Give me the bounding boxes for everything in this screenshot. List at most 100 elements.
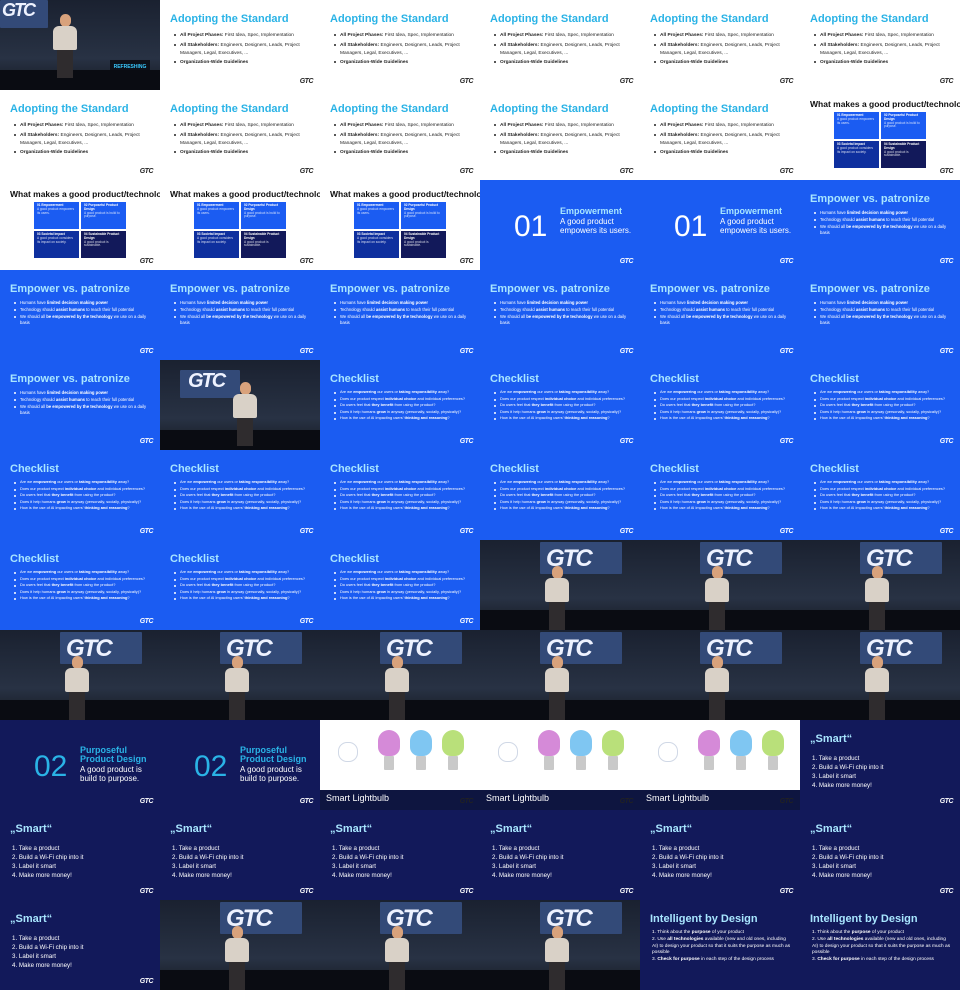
slide-title: Empower vs. patronize [490, 283, 610, 295]
slide-empowerment-section[interactable]: 01 Empowerment A good product empowers i… [480, 180, 640, 270]
slide-smart[interactable]: „Smart“ 1. Take a product 2. Build a Wi-… [160, 810, 320, 900]
bullet-item: Are we empowering our users or taking re… [654, 479, 792, 485]
gtc-logo: GTC [779, 168, 794, 175]
video-frame-speaker[interactable]: GTC [800, 540, 960, 630]
slide-adopting-standard[interactable]: Adopting the Standard All Project Phases… [640, 0, 800, 90]
slide-checklist[interactable]: Checklist Are we empowering our users or… [320, 540, 480, 630]
slide-good-product[interactable]: What makes a good product/technology? 01… [0, 180, 160, 270]
bullet-item: Are we empowering our users or taking re… [14, 479, 152, 485]
slide-title: Adopting the Standard [330, 103, 449, 115]
slide-checklist[interactable]: Checklist Are we empowering our users or… [0, 540, 160, 630]
section-description: A good product is build to purpose. [240, 765, 302, 783]
slide-adopting-standard[interactable]: Adopting the Standard All Project Phases… [640, 90, 800, 180]
slide-checklist[interactable]: Checklist Are we empowering our users or… [480, 450, 640, 540]
bullet-item: Are we empowering our users or taking re… [174, 479, 312, 485]
slide-checklist[interactable]: Checklist Are we empowering our users or… [0, 450, 160, 540]
bullet-item: How is the use of AI impacting users' th… [814, 505, 952, 511]
slide-adopting-standard[interactable]: Adopting the Standard All Project Phases… [800, 0, 960, 90]
video-frame-speaker[interactable]: GTC [640, 630, 800, 720]
slide-good-product[interactable]: What makes a good product/technology? 01… [320, 180, 480, 270]
slide-title: What makes a good product/technology? [330, 189, 480, 199]
slide-adopting-standard[interactable]: Adopting the Standard All Project Phases… [160, 0, 320, 90]
video-frame-speaker[interactable]: GTC [320, 630, 480, 720]
video-frame-speaker[interactable]: GTC REFRESHING [0, 0, 160, 90]
slide-checklist[interactable]: Checklist Are we empowering our users or… [480, 360, 640, 450]
slide-empower-vs-patronize[interactable]: Empower vs. patronize Humans have limite… [320, 270, 480, 360]
step-item: 3. Label it smart [812, 773, 857, 780]
slide-title: Intelligent by Design [650, 913, 758, 925]
slide-checklist[interactable]: Checklist Are we empowering our users or… [320, 450, 480, 540]
slide-empower-vs-patronize[interactable]: Empower vs. patronize Humans have limite… [640, 270, 800, 360]
slide-checklist[interactable]: Checklist Are we empowering our users or… [800, 360, 960, 450]
video-frame-speaker[interactable]: GTC [160, 360, 320, 450]
slide-smart[interactable]: „Smart“ 1. Take a product 2. Build a Wi-… [640, 810, 800, 900]
bullet-item: Does it help humans grow in anyway (pers… [814, 409, 952, 415]
step-list: 1. Think about the purpose of your produ… [652, 930, 792, 965]
bullet-list: All Project Phases: First Idea, Spec, Im… [334, 122, 472, 159]
step-item: 2. Build a Wi-Fi chip into it [12, 854, 84, 861]
slide-smart[interactable]: „Smart“ 1. Take a product 2. Build a Wi-… [480, 810, 640, 900]
slide-adopting-standard[interactable]: Adopting the Standard All Project Phases… [320, 0, 480, 90]
slide-smart-lightbulb[interactable]: Smart Lightbulb GTC [640, 720, 800, 810]
quadrant-purposeful: 02 Purposeful Product Design A good produ… [81, 202, 126, 229]
slide-empowerment-section[interactable]: 01 Empowerment A good product empowers i… [640, 180, 800, 270]
slide-smart[interactable]: „Smart“ 1. Take a product 2. Build a Wi-… [320, 810, 480, 900]
slide-checklist[interactable]: Checklist Are we empowering our users or… [800, 450, 960, 540]
slide-checklist[interactable]: Checklist Are we empowering our users or… [640, 360, 800, 450]
gtc-logo: GTC [779, 438, 794, 445]
slide-good-product[interactable]: What makes a good product/technology? 01… [160, 180, 320, 270]
lightbulb-icon [442, 730, 464, 770]
video-frame-speaker[interactable]: GTC [480, 540, 640, 630]
bullet-item: Does it help humans grow in anyway (pers… [14, 499, 152, 505]
slide-intelligent-by-design[interactable]: Intelligent by Design 1. Think about the… [800, 900, 960, 990]
bullet-item: We should all be empowered by the techno… [14, 404, 152, 415]
slide-good-product[interactable]: What makes a good product/technology? 01… [800, 90, 960, 180]
slide-smart[interactable]: „Smart“ 1. Take a product 2. Build a Wi-… [800, 810, 960, 900]
slide-adopting-standard[interactable]: Adopting the Standard All Project Phases… [480, 0, 640, 90]
video-frame-speaker[interactable]: GTC [480, 900, 640, 990]
video-frame-speaker[interactable]: GTC [0, 630, 160, 720]
slide-smart[interactable]: „Smart“ 1. Take a product 2. Build a Wi-… [800, 720, 960, 810]
slide-smart[interactable]: „Smart“ 1. Take a product 2. Build a Wi-… [0, 900, 160, 990]
bullet-item: Does our product respect individual choi… [334, 486, 472, 492]
slide-empower-vs-patronize[interactable]: Empower vs. patronize Humans have limite… [0, 270, 160, 360]
slide-empower-vs-patronize[interactable]: Empower vs. patronize Humans have limite… [160, 270, 320, 360]
step-item: 3. Label it smart [812, 863, 857, 870]
slide-smart[interactable]: „Smart“ 1. Take a product 2. Build a Wi-… [0, 810, 160, 900]
video-frame-speaker[interactable]: GTC [640, 540, 800, 630]
step-item: 2. Build a Wi-Fi chip into it [492, 854, 564, 861]
slide-checklist[interactable]: Checklist Are we empowering our users or… [160, 450, 320, 540]
slide-title: „Smart“ [490, 823, 533, 835]
slide-adopting-standard[interactable]: Adopting the Standard All Project Phases… [160, 90, 320, 180]
slide-checklist[interactable]: Checklist Are we empowering our users or… [160, 540, 320, 630]
bullet-item: Are we empowering our users or taking re… [814, 479, 952, 485]
slide-empower-vs-patronize[interactable]: Empower vs. patronize Humans have limite… [480, 270, 640, 360]
video-frame-speaker[interactable]: GTC [480, 630, 640, 720]
slide-purposeful-section[interactable]: 02 Purposeful Product Design A good produ… [0, 720, 160, 810]
lightbulb-icon [538, 730, 560, 770]
bullet-item: Do users feel that they benefit from usi… [334, 402, 472, 408]
stage-screen-logo: GTC [2, 0, 36, 20]
slide-empower-vs-patronize[interactable]: Empower vs. patronize Humans have limite… [0, 360, 160, 450]
video-frame-speaker[interactable]: GTC [160, 900, 320, 990]
video-frame-speaker[interactable]: GTC [320, 900, 480, 990]
slide-adopting-standard[interactable]: Adopting the Standard All Project Phases… [480, 90, 640, 180]
slide-smart-lightbulb[interactable]: Smart Lightbulb GTC [320, 720, 480, 810]
bullet-item: Does it help humans grow in anyway (pers… [14, 589, 152, 595]
slide-title: Checklist [330, 373, 379, 385]
slide-empower-vs-patronize[interactable]: Empower vs. patronize Humans have limite… [800, 180, 960, 270]
slide-empower-vs-patronize[interactable]: Empower vs. patronize Humans have limite… [800, 270, 960, 360]
slide-checklist[interactable]: Checklist Are we empowering our users or… [320, 360, 480, 450]
bullet-item: All Project Phases: First Idea, Spec, Im… [654, 122, 792, 130]
slide-purposeful-section[interactable]: 02 Purposeful Product Design A good produ… [160, 720, 320, 810]
slide-intelligent-by-design[interactable]: Intelligent by Design 1. Think about the… [640, 900, 800, 990]
slide-smart-lightbulb[interactable]: Smart Lightbulb GTC [480, 720, 640, 810]
video-frame-speaker[interactable]: GTC [800, 630, 960, 720]
bullet-item: Technology should assist humans to reach… [654, 307, 792, 313]
video-frame-speaker[interactable]: GTC [160, 630, 320, 720]
slide-adopting-standard[interactable]: Adopting the Standard All Project Phases… [320, 90, 480, 180]
slide-checklist[interactable]: Checklist Are we empowering our users or… [640, 450, 800, 540]
slide-title: What makes a good product/technology? [10, 189, 160, 199]
slide-adopting-standard[interactable]: Adopting the Standard All Project Phases… [0, 90, 160, 180]
bullet-item: Organization-Wide Guidelines [654, 149, 792, 157]
